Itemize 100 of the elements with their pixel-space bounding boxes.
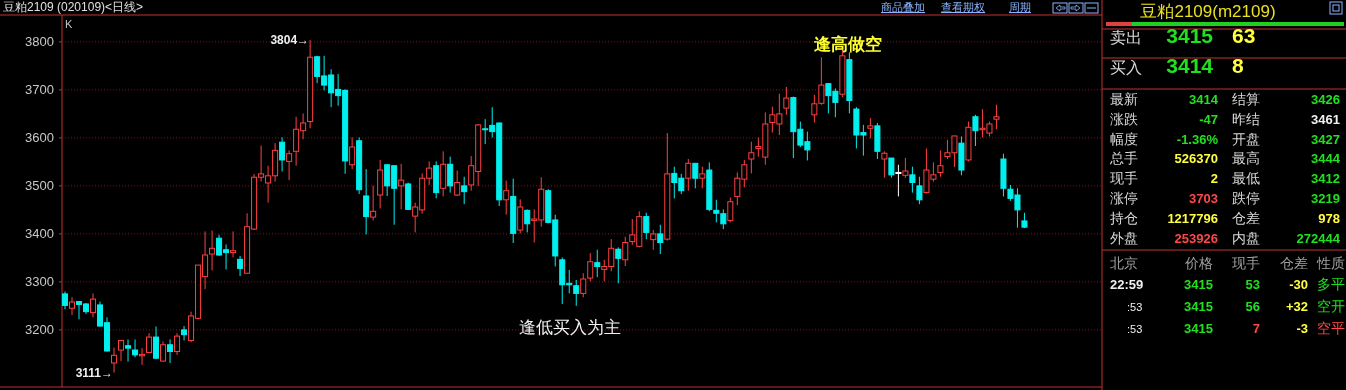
text: 3414 (1166, 54, 1214, 77)
text: 8 (1232, 54, 1244, 77)
text: -47 (1199, 111, 1218, 127)
annotation: 3804→ (270, 33, 310, 48)
text: 涨停 (1110, 190, 1138, 206)
text: 3415 (1184, 321, 1213, 336)
candlestick (174, 332, 181, 356)
candlestick (125, 338, 132, 363)
candlestick (692, 162, 699, 189)
candlestick (972, 114, 979, 147)
candlestick (447, 156, 454, 194)
text: 空平 (1317, 320, 1345, 336)
candlestick (279, 136, 286, 172)
text: 空开 (1317, 298, 1345, 314)
candlestick (783, 86, 790, 116)
text: 周期 (1009, 1, 1031, 13)
candlestick (503, 180, 510, 216)
candlestick (237, 255, 244, 277)
text: 买入 (1110, 59, 1142, 76)
candlestick (132, 338, 139, 358)
candlestick (230, 230, 237, 258)
candlestick (895, 164, 902, 197)
candlestick (867, 117, 874, 139)
candlestick (440, 150, 447, 197)
text: 仓差 (1232, 209, 1260, 226)
text: 涨跌 (1110, 110, 1138, 127)
text: 总手 (1109, 150, 1138, 167)
candlestick (370, 185, 377, 221)
text: 3426 (1311, 92, 1340, 107)
text: 现手 (1110, 170, 1138, 187)
candlestick (524, 208, 531, 233)
y-tick-label: 3800 (25, 34, 54, 50)
candlestick (349, 136, 356, 170)
chart-title: 豆粕2109 (020109)<日线> (3, 0, 144, 14)
text: 3412 (1311, 171, 1340, 187)
candlestick (398, 163, 405, 210)
text: -30 (1289, 277, 1308, 292)
candlestick (153, 326, 160, 360)
candlestick (902, 157, 909, 179)
text: 开盘 (1232, 130, 1260, 147)
text: 56 (1245, 299, 1260, 314)
candlestick (454, 170, 461, 197)
text: 2 (1210, 171, 1218, 187)
text: 外盘 (1110, 229, 1138, 246)
text: 幅度 (1110, 130, 1138, 147)
text: 22:59 (1110, 277, 1144, 292)
text: 最新 (1110, 91, 1138, 107)
y-tick-label: 3200 (25, 322, 54, 338)
candlestick (89, 292, 97, 318)
candlestick (461, 176, 468, 205)
text: 昨结 (1232, 110, 1260, 127)
candlestick (643, 212, 650, 240)
text: 最高 (1232, 150, 1260, 167)
candlestick (363, 168, 370, 235)
candlestick (727, 196, 734, 223)
text: -1.36% (1176, 131, 1219, 147)
candlestick (160, 340, 167, 363)
text: 多平 (1317, 276, 1345, 292)
text: 结算 (1232, 91, 1260, 107)
annotation: 逢低买入为主 (519, 318, 621, 337)
text: 跌停 (1232, 190, 1260, 206)
text: 7 (1252, 321, 1260, 336)
candlestick (167, 338, 174, 364)
text: 978 (1318, 210, 1340, 226)
y-tick-label: 3300 (25, 274, 54, 290)
candlestick (615, 246, 622, 284)
text: 卖出 (1110, 29, 1142, 46)
y-tick-label: 3500 (25, 178, 54, 194)
text: :53 (1127, 323, 1143, 335)
text: 豆粕2109(m2109) (1140, 2, 1276, 21)
text: 1217796 (1167, 210, 1218, 226)
text: 3427 (1311, 131, 1340, 147)
text: -3 (1296, 321, 1308, 336)
candlestick (622, 236, 629, 267)
text: 内盘 (1232, 229, 1260, 246)
text: 现手 (1232, 255, 1260, 271)
candlestick (650, 229, 657, 251)
text: +32 (1285, 299, 1308, 314)
text: 性质 (1316, 255, 1345, 271)
text: 北京 (1110, 255, 1138, 271)
candlestick (286, 149, 293, 181)
text: :53 (1127, 301, 1143, 313)
candlestick (146, 332, 153, 353)
candlestick (881, 150, 888, 179)
text: 253926 (1174, 230, 1218, 246)
text: 3703 (1189, 191, 1218, 206)
candlestick (937, 149, 944, 178)
candlestick (685, 158, 692, 192)
candlestick (181, 325, 188, 341)
text: 526370 (1174, 151, 1218, 167)
text: 63 (1232, 24, 1256, 47)
text: 3461 (1311, 111, 1340, 127)
candlestick (888, 157, 895, 179)
text: 3219 (1311, 191, 1340, 206)
candlestick (993, 104, 1000, 130)
text: 3415 (1166, 24, 1214, 47)
candlestick (657, 224, 664, 255)
text: 3415 (1184, 277, 1213, 292)
text: 商品叠加 (881, 1, 925, 13)
text: 272444 (1296, 230, 1341, 246)
